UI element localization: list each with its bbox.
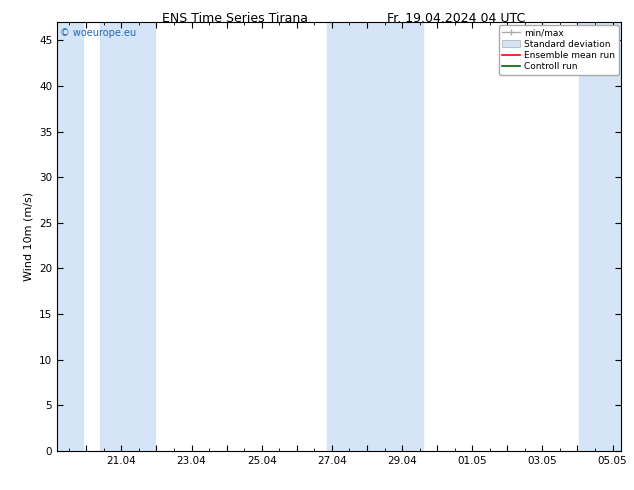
Bar xyxy=(379,22,423,451)
Text: ENS Time Series Tirana: ENS Time Series Tirana xyxy=(162,12,307,25)
Bar xyxy=(327,22,379,451)
Bar xyxy=(57,22,83,451)
Text: Fr. 19.04.2024 04 UTC: Fr. 19.04.2024 04 UTC xyxy=(387,12,526,25)
Legend: min/max, Standard deviation, Ensemble mean run, Controll run: min/max, Standard deviation, Ensemble me… xyxy=(499,25,619,75)
Y-axis label: Wind 10m (m/s): Wind 10m (m/s) xyxy=(23,192,34,281)
Bar xyxy=(100,22,155,451)
Bar xyxy=(579,22,621,451)
Text: © woeurope.eu: © woeurope.eu xyxy=(60,28,136,39)
